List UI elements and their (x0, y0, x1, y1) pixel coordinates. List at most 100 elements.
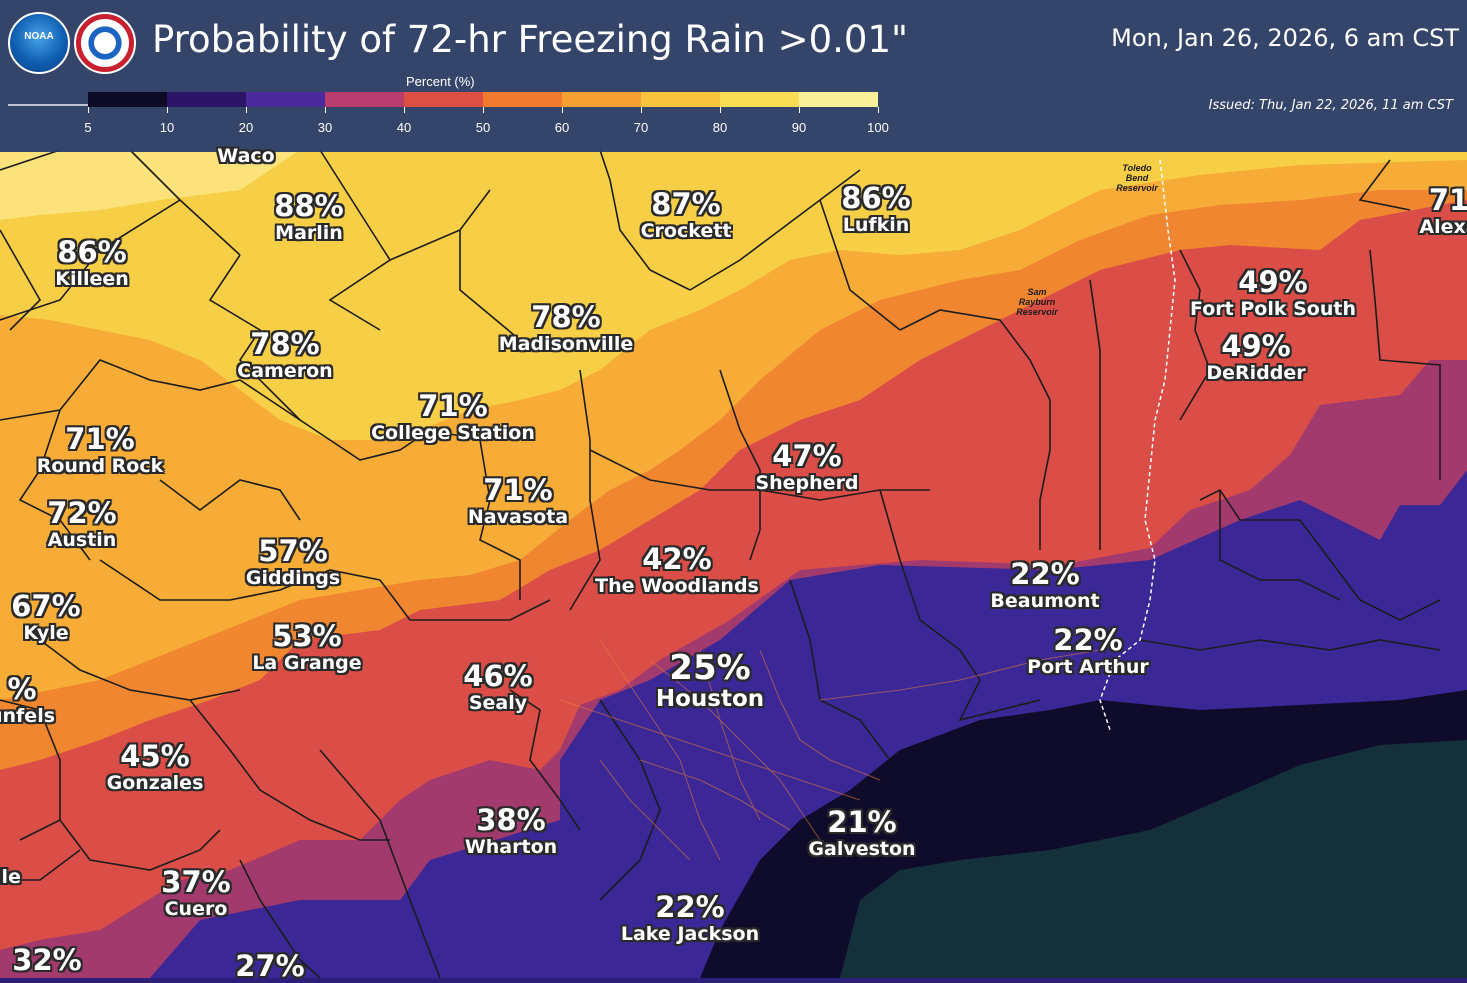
city-label-beaumont: 22% Beaumont (990, 558, 1099, 612)
noaa-logo-text: NOAA (24, 31, 54, 42)
legend-tick-mark (167, 107, 168, 113)
legend-tick-label: 60 (554, 120, 570, 135)
legend-swatch (720, 92, 799, 107)
noaa-logo: NOAA (8, 12, 70, 74)
city-name: Galveston (808, 838, 916, 860)
city-label-deridder: 49% DeRidder (1206, 330, 1305, 384)
city-label-round-rock: 71% Round Rock (37, 423, 164, 477)
county-boundary-line (1039, 449, 1051, 550)
city-label-killeen: 86% Killeen (55, 236, 129, 290)
legend-tick-label: 5 (84, 120, 92, 135)
county-boundary-line (99, 559, 381, 601)
city-label-austin: 72% Austin (47, 497, 116, 551)
county-boundary-line (1199, 488, 1441, 621)
city-probability-value: 42% (642, 542, 712, 576)
city-name: Beaumont (990, 590, 1100, 612)
highway-line (699, 649, 761, 821)
county-boundary-line (319, 749, 441, 978)
city-name: Crockett (640, 220, 732, 242)
color-legend-bar (88, 92, 878, 107)
city-probability-value: 49% (1238, 265, 1308, 299)
city-label-alexa: 71Alexa (1419, 184, 1467, 238)
highway-line (819, 649, 1101, 701)
legend-swatch (167, 92, 246, 107)
legend-swatch (641, 92, 720, 107)
city-label-sealy: 46% Sealy (463, 660, 532, 714)
legend-tick-mark (483, 107, 484, 113)
city-label-madisonville: 78% Madisonville (499, 301, 634, 355)
city-name: Giddings (245, 567, 341, 589)
city-name: Wharton (464, 836, 558, 858)
city-probability-value: 45% (120, 739, 190, 773)
city-probability-value: 37% (161, 865, 231, 899)
city-probability-value: 71% (65, 422, 135, 456)
city-label-lle: lle (0, 866, 21, 888)
nws-logo (74, 12, 136, 74)
city-name: unfels (0, 705, 56, 727)
county-boundary-line (569, 369, 601, 611)
city-label-cameron: 78% Cameron (237, 328, 332, 382)
legend-tick-label: 10 (159, 120, 175, 135)
legend-tick-mark (562, 107, 563, 113)
city-name: Lake Jackson (620, 923, 760, 945)
city-probability-value: 46% (463, 659, 533, 693)
county-boundary-line (719, 369, 761, 561)
valid-time: Mon, Jan 26, 2026, 6 am CST (1111, 24, 1459, 52)
city-label-unfels: %unfels (0, 673, 55, 727)
city-probability-value: 22% (1053, 623, 1123, 657)
legend-swatch (325, 92, 404, 107)
city-label-value-27: 27% (235, 950, 304, 982)
county-boundary-line (1369, 249, 1441, 480)
city-probability-value: 21% (827, 805, 897, 839)
county-boundary-line (59, 819, 221, 871)
city-probability-value: 22% (655, 890, 725, 924)
map-probability-field-pale (0, 150, 300, 220)
city-name: Fort Polk South (1190, 298, 1356, 320)
highway-line (559, 699, 861, 801)
issued-time: Issued: Thu, Jan 22, 2026, 11 am CST (1208, 98, 1453, 113)
city-label-value-32: 32% (12, 944, 81, 976)
city-label-waco: Waco (217, 145, 274, 167)
county-boundary-line (1089, 279, 1101, 550)
legend-tick-mark (404, 107, 405, 113)
city-probability-value: 49% (1221, 329, 1291, 363)
legend-tick-mark (88, 107, 89, 113)
city-probability-value: 57% (258, 534, 328, 568)
city-probability-value: 71 (1428, 183, 1467, 217)
city-label-navasota: 71% Navasota (468, 474, 568, 528)
legend-tick-mark (799, 107, 800, 113)
city-name: lle (0, 866, 21, 888)
city-label-marlin: 88% Marlin (274, 190, 343, 244)
city-probability-value: 47% (772, 439, 842, 473)
city-name: Killeen (55, 268, 129, 290)
city-probability-value: 32% (12, 943, 82, 977)
map-title: Probability of 72-hr Freezing Rain >0.01… (152, 18, 909, 61)
county-boundary-line (159, 479, 301, 521)
legend-title: Percent (%) (406, 74, 475, 89)
city-label-houston: 25% Houston (656, 650, 764, 712)
city-label-lake-jackson: 22% Lake Jackson (621, 891, 759, 945)
county-boundary-line (958, 649, 1041, 722)
legend-swatch (88, 92, 167, 107)
city-name: Madisonville (498, 333, 634, 355)
county-boundary-line (0, 199, 181, 321)
county-boundary-line (509, 689, 581, 831)
county-boundary-line (389, 189, 521, 341)
legend-tick-label: 100 (867, 120, 889, 135)
city-label-lufkin: 86% Lufkin (841, 182, 910, 236)
county-boundary-line (479, 439, 521, 600)
highway-line (649, 659, 821, 841)
legend-tick-label: 30 (317, 120, 333, 135)
reservoir-label: Sam Rayburn Reservoir (1016, 287, 1058, 317)
city-label-the-woodlands: 42% The Woodlands (595, 543, 759, 597)
city-probability-value: 86% (57, 235, 127, 269)
nws-logo-center (94, 32, 116, 54)
highway-line (639, 759, 791, 831)
county-boundary-line (319, 149, 392, 331)
county-boundary-line (899, 309, 1051, 450)
county-boundary-line (189, 699, 390, 841)
legend-swatch (562, 92, 641, 107)
city-name: Marlin (275, 222, 343, 244)
legend-swatch (246, 92, 325, 107)
